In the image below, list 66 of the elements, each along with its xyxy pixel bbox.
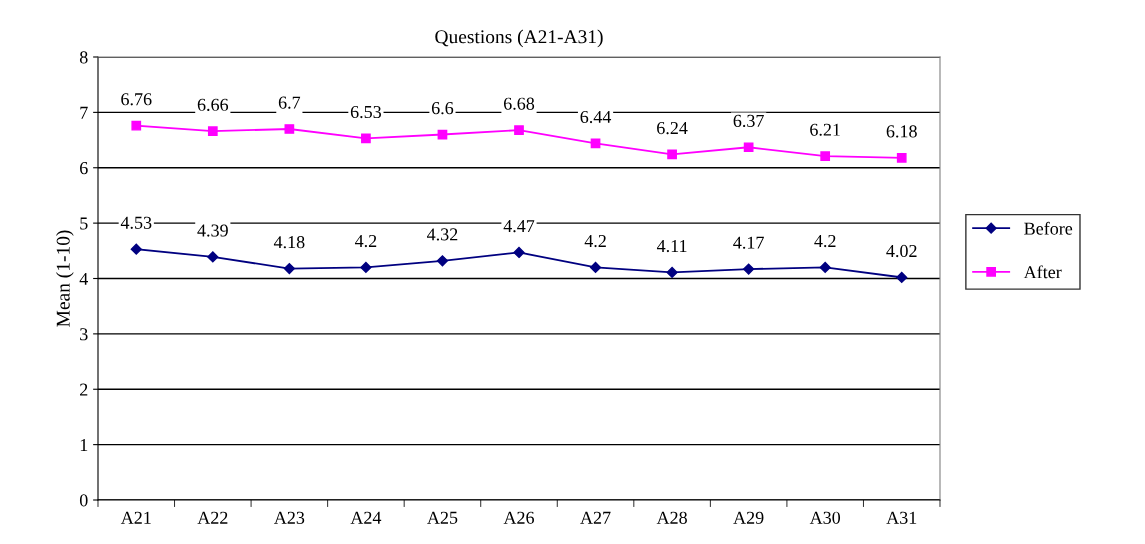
data-label: 6.6 bbox=[431, 102, 454, 115]
data-label: 4.32 bbox=[427, 228, 458, 241]
x-tick-label: A26 bbox=[503, 511, 535, 524]
data-label: 6.66 bbox=[197, 98, 229, 111]
point bbox=[589, 261, 602, 274]
data-label: 6.37 bbox=[733, 114, 764, 128]
point bbox=[207, 251, 219, 263]
x-tick-label: A23 bbox=[273, 511, 305, 524]
legend-label: Before bbox=[1024, 221, 1073, 235]
y-tick-label: 5 bbox=[80, 217, 88, 230]
data-label: 4.53 bbox=[120, 216, 152, 229]
data-label: 4.02 bbox=[886, 244, 917, 258]
y-tick-label: 7 bbox=[80, 106, 88, 119]
y-tick-label: 1 bbox=[80, 438, 88, 451]
x-tick-label: A28 bbox=[656, 511, 687, 524]
x-tick-label: A31 bbox=[886, 511, 917, 524]
data-label: 6.53 bbox=[350, 105, 381, 119]
data-label: 4.2 bbox=[584, 234, 606, 248]
x-tick-label: A27 bbox=[580, 511, 611, 524]
data-label: 4.17 bbox=[733, 236, 764, 249]
data-label: 6.24 bbox=[657, 121, 688, 135]
y-tick-label: 6 bbox=[80, 162, 88, 175]
data-label: 4.39 bbox=[197, 224, 228, 237]
data-label: 4.47 bbox=[503, 220, 535, 233]
y-tick-label: 0 bbox=[79, 494, 88, 507]
x-tick-label: A22 bbox=[197, 511, 228, 524]
x-tick-label: A21 bbox=[120, 511, 151, 524]
data-label: 4.18 bbox=[273, 236, 305, 249]
point bbox=[284, 124, 295, 134]
point bbox=[819, 261, 831, 274]
data-label: 6.44 bbox=[580, 110, 612, 124]
data-label: 6.18 bbox=[886, 125, 917, 138]
x-tick-label: A25 bbox=[427, 511, 458, 524]
data-label: 4.11 bbox=[656, 239, 687, 253]
point bbox=[820, 151, 831, 161]
y-tick-label: 2 bbox=[80, 383, 88, 396]
point bbox=[361, 133, 371, 144]
point bbox=[436, 255, 449, 267]
legend-label: After bbox=[1023, 265, 1062, 279]
point bbox=[896, 271, 908, 283]
data-label: 6.7 bbox=[278, 96, 301, 109]
x-tick-label: A29 bbox=[733, 511, 764, 524]
point bbox=[283, 262, 295, 275]
point bbox=[360, 261, 372, 274]
data-label: 4.2 bbox=[814, 234, 836, 248]
data-label: 6.68 bbox=[503, 97, 535, 110]
point bbox=[513, 246, 525, 259]
y-tick-label: 8 bbox=[79, 51, 88, 64]
y-tick-label: 4 bbox=[79, 272, 88, 285]
data-label: 6.21 bbox=[810, 123, 840, 136]
x-tick-label: A30 bbox=[809, 511, 841, 524]
data-label: 6.76 bbox=[121, 93, 152, 106]
point bbox=[743, 263, 755, 275]
point bbox=[131, 120, 142, 131]
x-tick-label: A24 bbox=[350, 511, 382, 524]
point bbox=[207, 126, 218, 137]
point bbox=[896, 152, 907, 163]
point bbox=[743, 142, 754, 153]
point bbox=[130, 243, 142, 255]
data-label: 4.2 bbox=[354, 234, 377, 248]
y-axis-title: Mean (1-10) bbox=[56, 230, 74, 327]
point bbox=[666, 266, 678, 279]
chart-title: Questions (A21-A31) bbox=[435, 29, 603, 48]
y-tick-label: 3 bbox=[80, 328, 88, 341]
point bbox=[514, 125, 524, 135]
point bbox=[667, 149, 677, 160]
